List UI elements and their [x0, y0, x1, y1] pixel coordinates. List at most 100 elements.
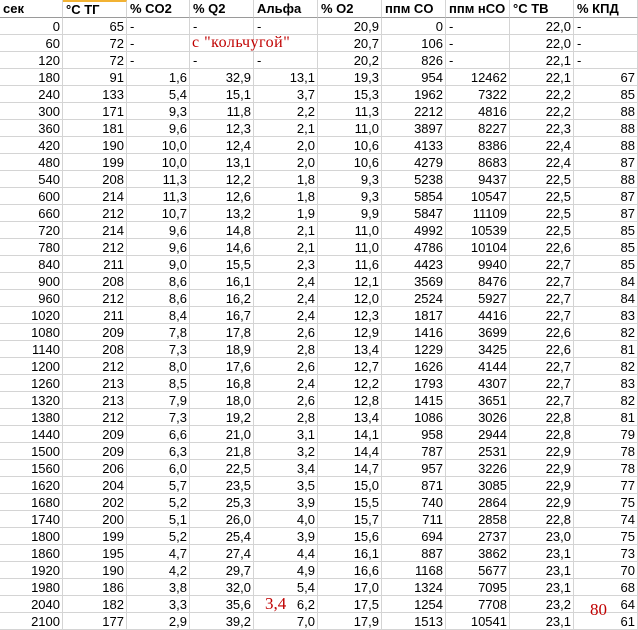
table-cell[interactable]: 1,8 — [254, 188, 318, 205]
table-cell[interactable]: 1260 — [0, 375, 63, 392]
table-cell[interactable]: 81 — [574, 409, 638, 426]
table-cell[interactable]: 22,9 — [510, 443, 574, 460]
table-cell[interactable]: 83 — [574, 307, 638, 324]
table-cell[interactable]: 182 — [63, 596, 127, 613]
table-cell[interactable]: 65 — [63, 18, 127, 35]
table-cell[interactable]: 7,3 — [127, 341, 190, 358]
table-cell[interactable]: 2040 — [0, 596, 63, 613]
table-cell[interactable]: 32,0 — [190, 579, 254, 596]
table-cell[interactable]: 3,2 — [254, 443, 318, 460]
table-cell[interactable]: 22,1 — [510, 52, 574, 69]
table-cell[interactable]: 212 — [63, 409, 127, 426]
table-cell[interactable]: 360 — [0, 120, 63, 137]
column-header[interactable]: % O2 — [318, 0, 382, 18]
table-cell[interactable]: 22,5 — [190, 460, 254, 477]
table-cell[interactable]: 4133 — [382, 137, 446, 154]
table-cell[interactable]: 22,2 — [510, 103, 574, 120]
table-cell[interactable]: 15,1 — [190, 86, 254, 103]
table-cell[interactable]: 8,5 — [127, 375, 190, 392]
table-cell[interactable]: 79 — [574, 426, 638, 443]
table-cell[interactable]: 4,9 — [254, 562, 318, 579]
table-cell[interactable]: 87 — [574, 205, 638, 222]
table-cell[interactable]: - — [446, 52, 510, 69]
column-header[interactable]: сек — [0, 0, 63, 18]
table-cell[interactable]: 1086 — [382, 409, 446, 426]
table-cell[interactable]: 3,3 — [127, 596, 190, 613]
table-cell[interactable]: 22,3 — [510, 120, 574, 137]
table-cell[interactable]: 171 — [63, 103, 127, 120]
table-cell[interactable]: 67 — [574, 69, 638, 86]
table-cell[interactable]: 1440 — [0, 426, 63, 443]
table-cell[interactable]: 12,6 — [190, 188, 254, 205]
table-cell[interactable]: 75 — [574, 528, 638, 545]
table-cell[interactable]: 958 — [382, 426, 446, 443]
table-cell[interactable]: 17,5 — [318, 596, 382, 613]
table-cell[interactable]: 88 — [574, 103, 638, 120]
table-cell[interactable]: 60 — [0, 35, 63, 52]
table-cell[interactable]: 15,5 — [190, 256, 254, 273]
table-cell[interactable]: 9,0 — [127, 256, 190, 273]
table-cell[interactable]: 212 — [63, 290, 127, 307]
table-cell[interactable]: 22,9 — [510, 494, 574, 511]
table-cell[interactable]: 13,4 — [318, 341, 382, 358]
table-cell[interactable]: 7,8 — [127, 324, 190, 341]
table-cell[interactable]: 5,4 — [127, 86, 190, 103]
table-cell[interactable]: 22,7 — [510, 273, 574, 290]
table-cell[interactable]: 14,6 — [190, 239, 254, 256]
table-cell[interactable]: 77 — [574, 477, 638, 494]
table-cell[interactable]: 4,2 — [127, 562, 190, 579]
table-cell[interactable]: 1200 — [0, 358, 63, 375]
table-cell[interactable]: 212 — [63, 358, 127, 375]
table-cell[interactable]: 190 — [63, 137, 127, 154]
table-cell[interactable]: 2944 — [446, 426, 510, 443]
table-cell[interactable]: 9437 — [446, 171, 510, 188]
table-cell[interactable]: 3,1 — [254, 426, 318, 443]
table-cell[interactable]: 16,6 — [318, 562, 382, 579]
table-cell[interactable]: 74 — [574, 511, 638, 528]
table-cell[interactable]: 214 — [63, 188, 127, 205]
table-cell[interactable]: 200 — [63, 511, 127, 528]
table-cell[interactable]: 6,6 — [127, 426, 190, 443]
table-cell[interactable]: 17,9 — [318, 613, 382, 630]
table-cell[interactable]: 3085 — [446, 477, 510, 494]
table-cell[interactable]: 9,3 — [318, 188, 382, 205]
table-cell[interactable]: 32,9 — [190, 69, 254, 86]
table-cell[interactable]: 7,9 — [127, 392, 190, 409]
table-cell[interactable]: 3897 — [382, 120, 446, 137]
table-cell[interactable]: 25,4 — [190, 528, 254, 545]
table-cell[interactable]: 480 — [0, 154, 63, 171]
table-cell[interactable]: - — [574, 52, 638, 69]
table-cell[interactable]: 84 — [574, 290, 638, 307]
table-cell[interactable]: 1320 — [0, 392, 63, 409]
table-cell[interactable]: 15,6 — [318, 528, 382, 545]
table-cell[interactable]: 22,1 — [510, 69, 574, 86]
table-cell[interactable]: 2,4 — [254, 273, 318, 290]
table-cell[interactable]: 5927 — [446, 290, 510, 307]
table-cell[interactable]: 23,1 — [510, 613, 574, 630]
table-cell[interactable]: 2,9 — [127, 613, 190, 630]
table-cell[interactable]: 190 — [63, 562, 127, 579]
table-cell[interactable]: 133 — [63, 86, 127, 103]
table-cell[interactable]: 954 — [382, 69, 446, 86]
table-cell[interactable]: 240 — [0, 86, 63, 103]
table-cell[interactable]: 740 — [382, 494, 446, 511]
table-cell[interactable]: 4,0 — [254, 511, 318, 528]
table-cell[interactable]: 11,3 — [318, 103, 382, 120]
table-cell[interactable]: 10,0 — [127, 154, 190, 171]
table-cell[interactable]: 106 — [382, 35, 446, 52]
table-cell[interactable]: 23,2 — [510, 596, 574, 613]
table-cell[interactable]: 1860 — [0, 545, 63, 562]
table-cell[interactable]: 13,4 — [318, 409, 382, 426]
table-cell[interactable]: 91 — [63, 69, 127, 86]
table-cell[interactable]: 23,0 — [510, 528, 574, 545]
table-cell[interactable]: 3,4 — [254, 460, 318, 477]
table-cell[interactable]: 25,3 — [190, 494, 254, 511]
table-cell[interactable]: 82 — [574, 392, 638, 409]
table-cell[interactable]: 11,8 — [190, 103, 254, 120]
table-cell[interactable]: 73 — [574, 545, 638, 562]
table-cell[interactable]: 9,6 — [127, 222, 190, 239]
table-cell[interactable]: 10541 — [446, 613, 510, 630]
table-cell[interactable]: 75 — [574, 494, 638, 511]
table-cell[interactable]: 2,0 — [254, 137, 318, 154]
table-cell[interactable]: 22,7 — [510, 358, 574, 375]
